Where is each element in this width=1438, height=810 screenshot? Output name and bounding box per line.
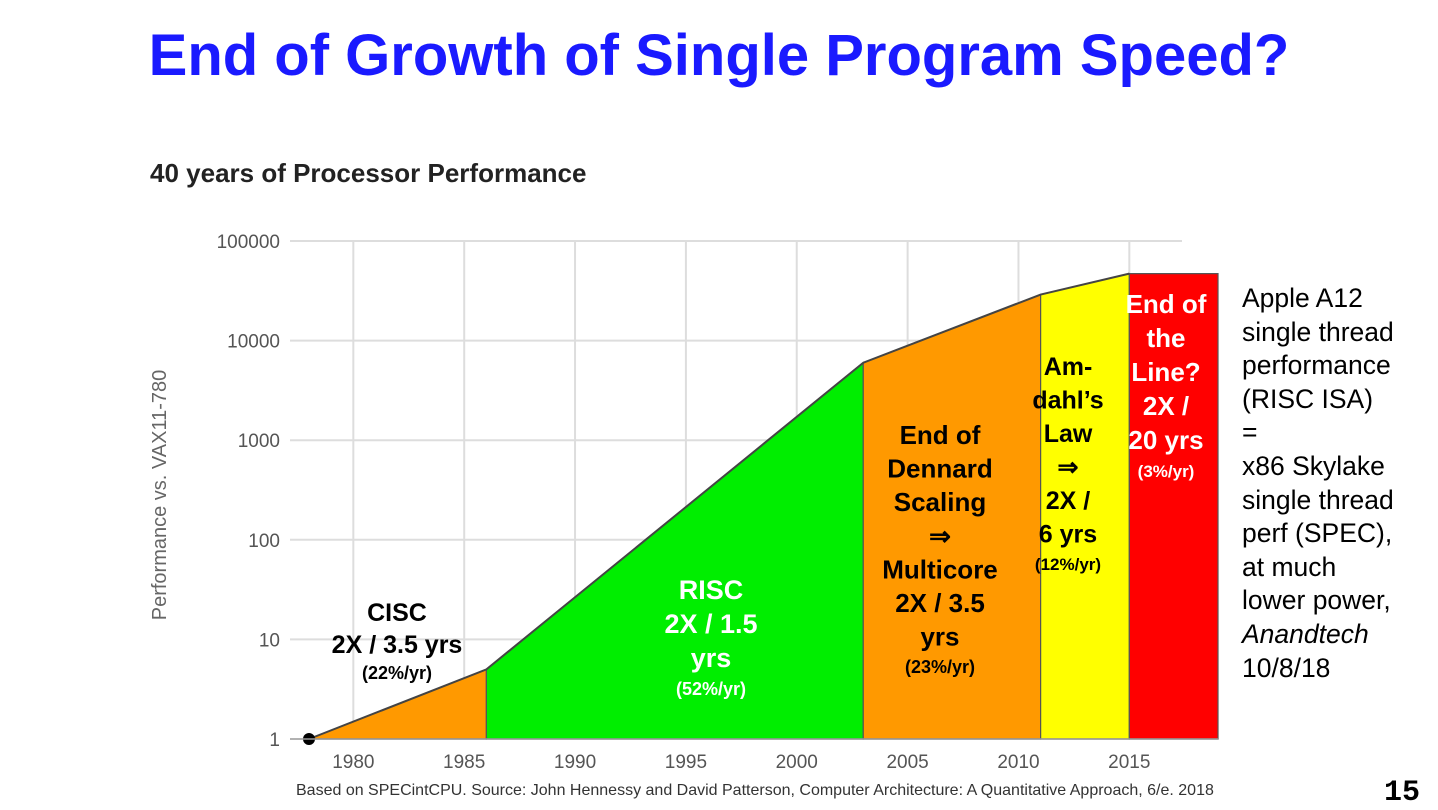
region-label-line: dahl’s [1032, 387, 1103, 415]
side-note-line: Anandtech [1242, 618, 1369, 649]
side-note-line: (RISC ISA) [1242, 383, 1374, 414]
chart-title: 40 years of Processor Performance [150, 158, 586, 188]
x-tick-label: 1985 [443, 752, 485, 773]
side-note-line: lower power, [1242, 585, 1391, 616]
region-label-line: Law [1044, 420, 1093, 448]
region-label-line: 2X / [1046, 487, 1091, 515]
region-rate-label: (3%/yr) [1138, 462, 1195, 481]
x-tick-label: 1980 [332, 752, 374, 773]
side-note-line: single thread [1242, 484, 1394, 515]
region-label-line: ⇒ [1058, 454, 1079, 482]
region-label-line: ⇒ [929, 521, 951, 551]
region-label-line: End of [1126, 289, 1207, 319]
y-axis-label: Performance vs. VAX11-780 [149, 370, 171, 621]
y-tick-label: 1 [269, 730, 280, 751]
y-tick-label: 10000 [227, 332, 280, 353]
side-note-line: perf (SPEC), [1242, 518, 1393, 549]
y-tick-label: 10 [259, 630, 280, 651]
region-rate-label: (52%/yr) [676, 679, 746, 699]
side-note-line: single thread [1242, 316, 1394, 347]
region-label-line: Dennard [887, 454, 992, 484]
x-tick-label: 2005 [886, 752, 928, 773]
region-rate-label: (12%/yr) [1035, 555, 1101, 574]
side-note-line: performance [1242, 350, 1391, 381]
region-label-line: 20 yrs [1128, 425, 1203, 455]
region-label-line: Multicore [882, 554, 998, 584]
slide-title: End of Growth of Single Program Speed? [148, 23, 1290, 88]
x-tick-label: 1990 [554, 752, 596, 773]
region-label-layer: CISC 2X / 3.5 yrs (22%/yr) RISC 2X / 1.5 yrs (… [332, 289, 1207, 699]
region-label-line: Line? [1131, 357, 1200, 387]
region-label-line: 2X / 3.5 yrs [332, 631, 463, 659]
region-rate-label: (23%/yr) [905, 657, 975, 677]
x-tick-label: 2015 [1108, 752, 1150, 773]
side-note-line: = [1242, 417, 1258, 448]
region-label-line: 2X / [1143, 391, 1189, 421]
region-label-line: the [1147, 323, 1186, 353]
region-label-line: RISC [679, 575, 744, 605]
x-tick-label: 1995 [665, 752, 707, 773]
source-note: Based on SPECintCPU. Source: John Hennes… [296, 782, 1214, 799]
side-note-line: at much [1242, 551, 1337, 582]
side-note: Apple A12 single thread performance (RISC I… [1242, 282, 1432, 685]
axis-layer: 1 10 100 1000 10000 100000 1980 1985 1990 1995 200… [217, 232, 1218, 773]
region-label-line: End of [900, 420, 981, 450]
region-label-line: Am- [1044, 353, 1093, 381]
region-label-line: 6 yrs [1039, 521, 1097, 549]
region-rate-label: (22%/yr) [362, 663, 432, 683]
side-note-line: x86 Skylake [1242, 450, 1385, 481]
region-label-line: Scaling [894, 487, 986, 517]
region-label-line: 2X / 3.5 [895, 588, 985, 618]
x-tick-label: 2000 [776, 752, 818, 773]
region-risc [485, 361, 864, 740]
y-tick-label: 100 [248, 531, 280, 552]
y-tick-label: 100000 [217, 232, 280, 253]
region-label-line: yrs [691, 643, 732, 673]
y-tick-label: 1000 [238, 431, 280, 452]
slide-number: 15 [1384, 776, 1421, 810]
region-label-line: 2X / 1.5 [664, 609, 757, 639]
region-label-line: yrs [920, 622, 959, 652]
performance-line [308, 272, 1130, 740]
x-tick-label: 2010 [997, 752, 1039, 773]
region-label-line: CISC [367, 599, 427, 627]
side-note-line: Apple A12 [1242, 283, 1363, 313]
side-note-line: 10/8/18 [1242, 652, 1331, 683]
